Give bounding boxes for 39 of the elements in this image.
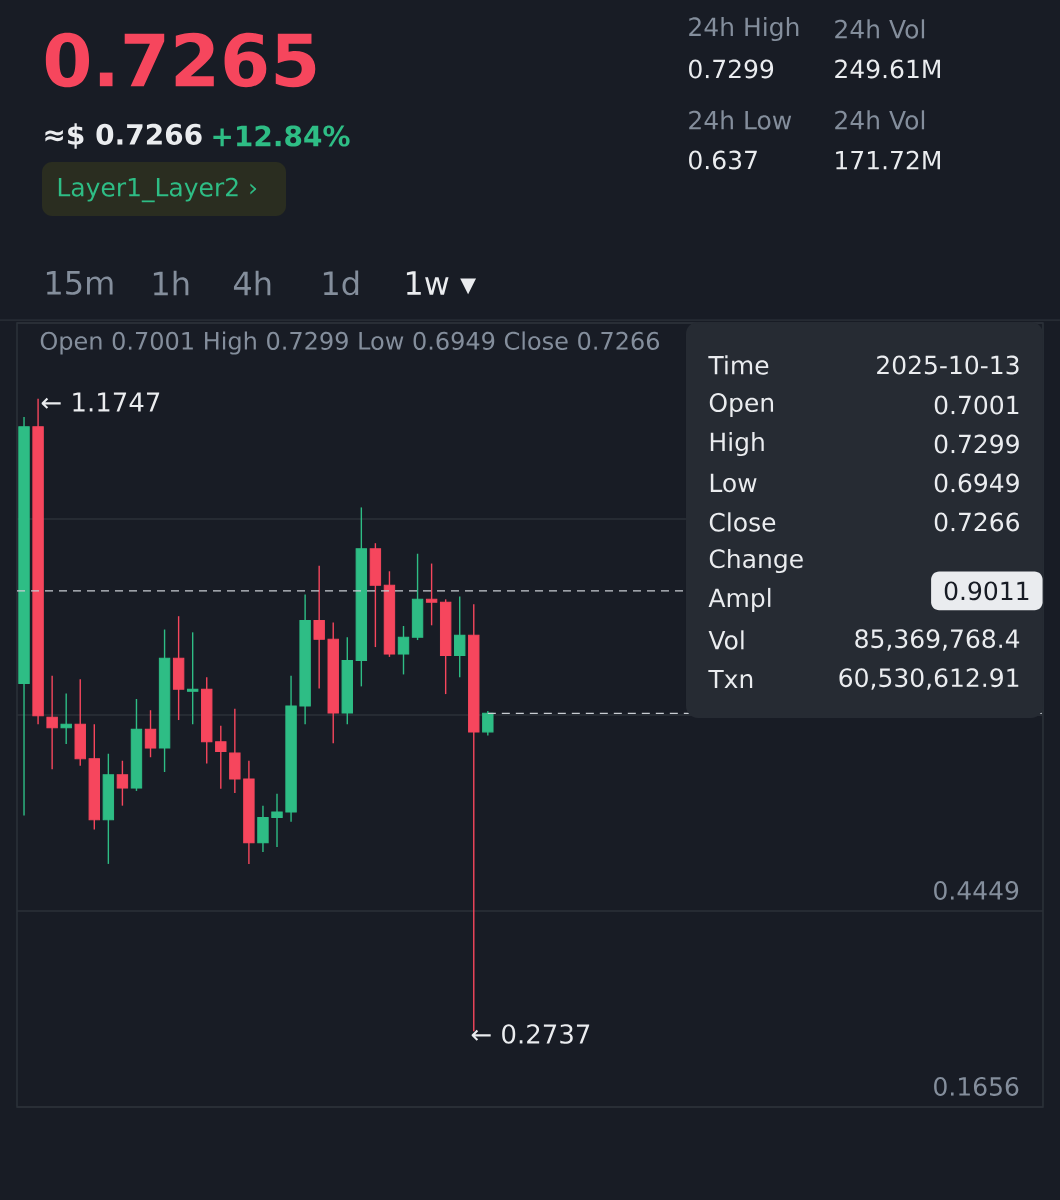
text: 24h Low — [689, 110, 792, 130]
annotation: 85,369,768.4 — [855, 629, 1020, 651]
annotation: ← 1.1747 — [41, 392, 160, 412]
annotation: ← 0.2737 — [471, 1024, 590, 1044]
annotation: Close — [709, 512, 776, 532]
text: 1w ▾ — [406, 271, 477, 295]
text: 1d — [323, 270, 359, 296]
annotation: High — [710, 431, 764, 457]
text: 0.7299 — [689, 59, 774, 79]
text: Layer1_Layer2 › — [58, 177, 257, 203]
annotation: Time — [708, 355, 769, 375]
annotation: Txn — [708, 669, 753, 689]
annotation: Open 0.7001 High 0.7299 Low 0.6949 Close 0.7266 — [40, 331, 660, 355]
annotation: Change — [709, 548, 803, 574]
text: +12.84% — [213, 125, 350, 147]
text: 24h Vol — [835, 19, 925, 39]
annotation: 60,530,612.91 — [839, 668, 1019, 690]
text: 4h — [233, 270, 271, 296]
text: 0.637 — [689, 150, 757, 170]
text: 15m — [46, 271, 113, 295]
annotation: Open — [709, 393, 774, 417]
text: 249.61M — [835, 59, 940, 79]
annotation: 0.7266 — [934, 512, 1020, 532]
annotation: 0.7299 — [934, 434, 1019, 454]
text: 0.7265 — [45, 32, 316, 88]
annotation: Low — [710, 473, 757, 493]
annotation: 0.7001 — [934, 395, 1019, 415]
text: 171.72M — [836, 150, 940, 170]
annotation: Vol — [708, 630, 744, 650]
text: 24h Vol — [835, 110, 925, 130]
text: 24h High — [689, 16, 799, 42]
annotation: Ampl — [708, 587, 771, 613]
y-tick-label: 0.4449 — [934, 881, 1019, 900]
text: 1h — [153, 270, 189, 296]
ref-line-label: 0.9011 — [944, 581, 1029, 601]
text: ≈$ 0.7266 — [45, 123, 202, 149]
annotation: 0.6949 — [934, 473, 1019, 493]
annotation: 2025-10-13 — [877, 355, 1019, 375]
y-tick-label: 0.1656 — [934, 1077, 1019, 1096]
